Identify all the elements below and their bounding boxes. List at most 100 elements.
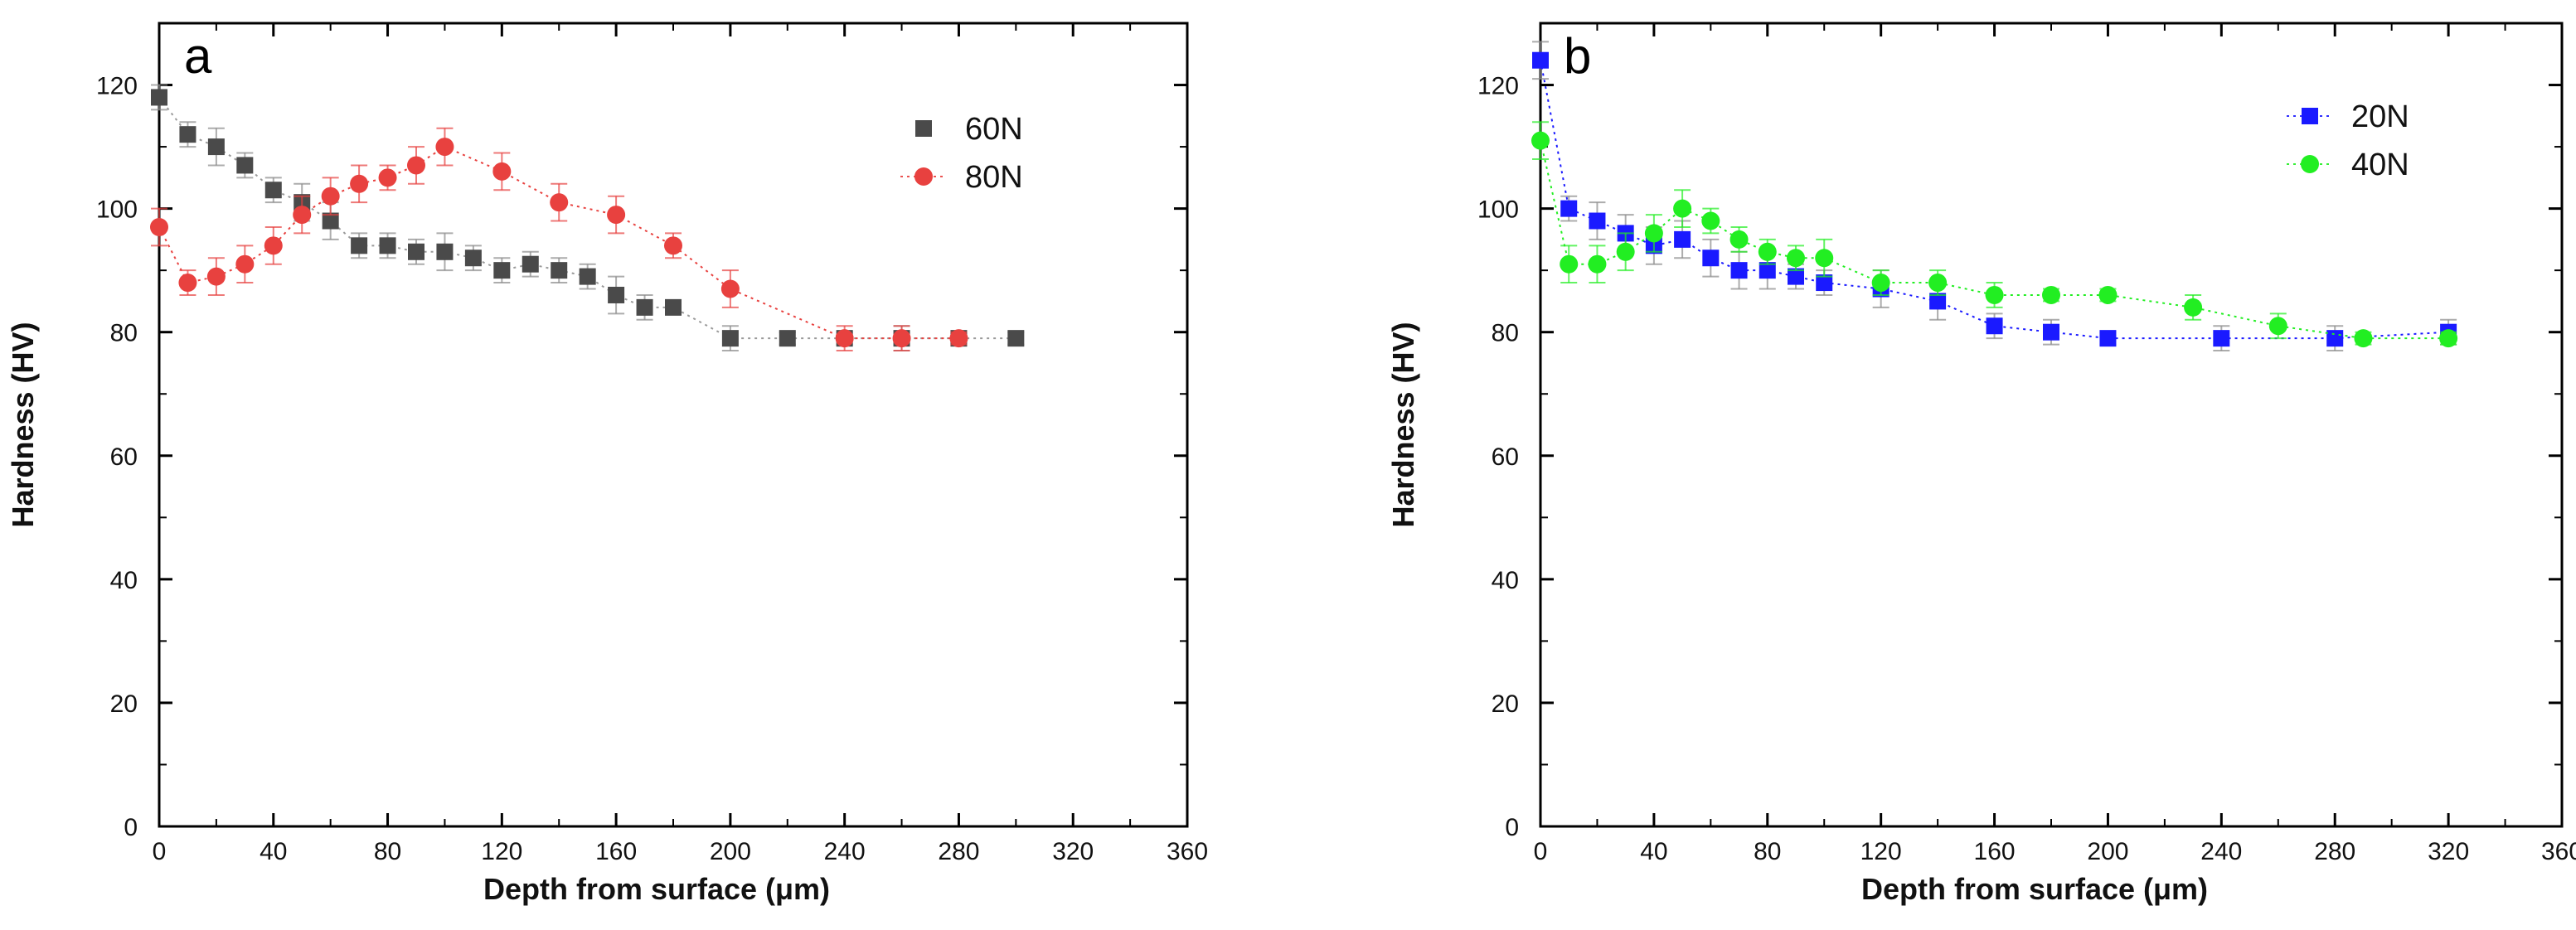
- data-point: [1729, 230, 1749, 249]
- y-tick-label: 40: [1492, 567, 1519, 594]
- data-point: [664, 236, 682, 255]
- data-point: [2213, 330, 2230, 347]
- y-axis-title: Hardness (HV): [1386, 322, 1420, 527]
- data-point: [1816, 274, 1833, 292]
- x-tick-label: 120: [1860, 838, 1902, 865]
- data-point: [721, 330, 739, 347]
- chart-panel-b: 0 40 80 120 160 200 240 280 320 360 0 20 40 60 80 100 12…: [1386, 22, 2576, 906]
- data-point: [321, 186, 340, 206]
- data-point: [1560, 254, 1579, 274]
- x-tick-label: 40: [1640, 838, 1667, 865]
- x-tick-label: 0: [1534, 838, 1548, 865]
- data-point: [235, 254, 255, 274]
- data-point: [608, 286, 625, 303]
- data-point: [835, 329, 854, 348]
- data-point: [1532, 51, 1549, 69]
- legend-marker: [915, 120, 932, 137]
- data-point: [151, 89, 167, 106]
- series-80N: [150, 127, 968, 352]
- data-point: [579, 268, 596, 285]
- data-point: [2099, 330, 2117, 347]
- data-point: [1701, 211, 1720, 230]
- data-point: [1616, 242, 1635, 261]
- data-point: [264, 182, 282, 199]
- x-tick-label: 200: [710, 838, 751, 865]
- data-point: [1759, 262, 1776, 279]
- y-tick-label: 80: [110, 320, 138, 347]
- x-tick-label: 200: [2087, 838, 2128, 865]
- data-point: [522, 255, 539, 273]
- y-tick-label: 120: [1477, 73, 1519, 100]
- data-point: [1815, 249, 1834, 268]
- data-point: [407, 156, 425, 175]
- data-point: [720, 279, 740, 298]
- data-point: [1674, 230, 1691, 248]
- data-point: [179, 126, 196, 143]
- data-point: [1788, 268, 1804, 285]
- data-point: [551, 262, 568, 279]
- data-point: [351, 237, 368, 254]
- data-point: [1787, 249, 1805, 268]
- data-point: [2042, 285, 2060, 304]
- series-40N: [1531, 121, 2458, 348]
- data-point: [1589, 212, 1606, 230]
- x-axis-title: Depth from surface (μm): [483, 872, 830, 906]
- data-point: [1560, 200, 1578, 217]
- legend-marker: [914, 167, 933, 186]
- y-tick-label: 80: [1492, 320, 1519, 347]
- data-point: [1007, 330, 1025, 347]
- data-point: [378, 168, 397, 187]
- legend-label: 40N: [2351, 148, 2409, 182]
- x-axis-title: Depth from surface (μm): [1861, 872, 2208, 906]
- y-tick-label: 60: [110, 443, 138, 471]
- chart-panel-a: 0 40 80 120 160 200 240 280 320 360 0 20 40 60 80 100 12…: [6, 22, 1208, 906]
- data-point: [293, 206, 312, 225]
- data-point: [492, 162, 512, 181]
- legend-marker: [2302, 108, 2318, 124]
- y-tick-label: 120: [96, 73, 138, 100]
- data-point: [264, 236, 283, 255]
- plot-frame: [1539, 22, 2564, 828]
- y-tick-label: 20: [1492, 690, 1519, 718]
- x-tick-label: 280: [938, 838, 979, 865]
- data-point: [379, 237, 396, 254]
- data-point: [1928, 274, 1948, 293]
- data-point: [550, 193, 569, 212]
- x-tick-label: 40: [260, 838, 287, 865]
- data-point: [178, 274, 197, 293]
- data-point: [2326, 330, 2344, 347]
- data-point: [892, 329, 911, 348]
- data-point: [1985, 285, 2004, 304]
- data-point: [1730, 262, 1748, 279]
- data-point: [1531, 131, 1550, 150]
- panel-label: a: [184, 28, 212, 84]
- data-point: [665, 298, 682, 316]
- y-tick-label: 100: [1477, 196, 1519, 224]
- data-point: [1673, 199, 1692, 218]
- data-point: [1702, 249, 1720, 267]
- x-tick-label: 360: [2541, 838, 2576, 865]
- y-tick-label: 60: [1492, 443, 1519, 471]
- panel-label: b: [1564, 28, 1591, 84]
- x-tick-label: 0: [153, 838, 167, 865]
- data-point: [607, 206, 626, 225]
- x-tick-label: 360: [1167, 838, 1208, 865]
- data-point: [2098, 285, 2118, 304]
- legend-label: 60N: [965, 112, 1023, 147]
- data-point: [436, 243, 454, 260]
- data-point: [207, 138, 225, 156]
- x-tick-label: 160: [595, 838, 637, 865]
- data-point: [779, 330, 796, 347]
- y-tick-label: 100: [96, 196, 138, 224]
- y-tick-label: 0: [1505, 814, 1519, 841]
- x-tick-label: 280: [2314, 838, 2355, 865]
- data-point: [1986, 317, 2003, 335]
- legend-label: 80N: [965, 160, 1023, 195]
- x-tick-label: 80: [1754, 838, 1781, 865]
- x-tick-label: 160: [1974, 838, 2016, 865]
- data-point: [408, 243, 424, 260]
- y-tick-label: 40: [110, 567, 138, 594]
- x-tick-label: 80: [374, 838, 401, 865]
- data-point: [2439, 329, 2458, 348]
